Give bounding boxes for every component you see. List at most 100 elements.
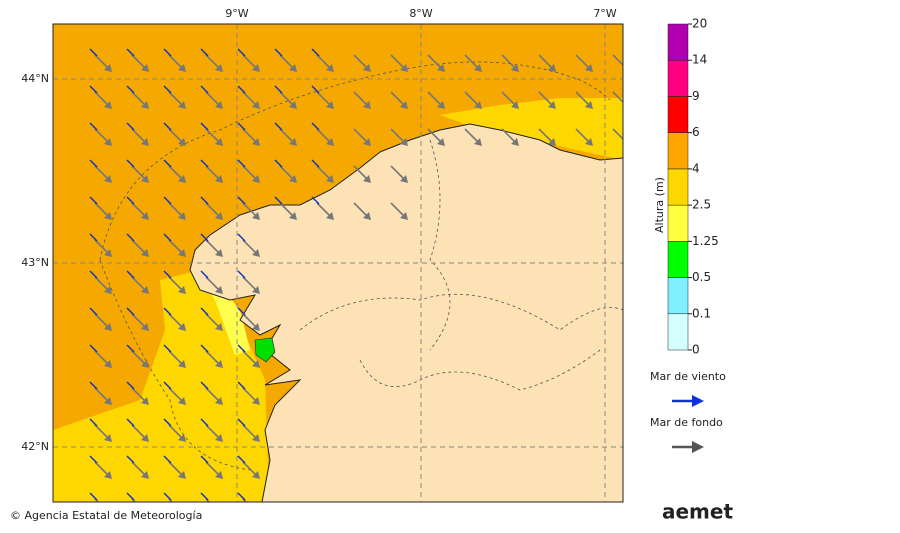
wind-arrow: [126, 270, 135, 279]
swell-arrow: [242, 165, 258, 181]
yellow-band: [440, 98, 623, 160]
wind-arrow: [163, 48, 172, 57]
swell-arrow: [427, 54, 443, 70]
swell-arrow: [94, 350, 110, 366]
legend-arrow-head: [692, 441, 704, 453]
swell-arrow-head: [363, 212, 371, 220]
wind-arrow: [163, 492, 172, 501]
wind-arrow: [237, 196, 246, 205]
swell-arrow-head: [437, 64, 445, 72]
swell-arrow-head: [104, 397, 112, 405]
wind-arrow: [126, 381, 135, 390]
colorbar-tick-label: 0.1: [692, 306, 711, 320]
swell-arrow: [575, 54, 591, 70]
wind-arrow: [200, 159, 209, 168]
swell-arrow: [131, 424, 147, 440]
swell-arrow: [94, 91, 110, 107]
swell-arrow: [131, 498, 137, 502]
swell-arrow: [538, 128, 554, 144]
swell-arrow-head: [178, 249, 186, 257]
swell-arrow: [390, 54, 406, 70]
swell-arrow: [168, 276, 184, 292]
swell-arrow-head: [178, 434, 186, 442]
swell-arrow-head: [141, 212, 149, 220]
swell-arrow-head: [474, 138, 482, 146]
swell-arrow: [501, 54, 517, 70]
swell-arrow: [131, 165, 147, 181]
swell-arrow-head: [178, 323, 186, 331]
swell-arrow: [242, 239, 258, 255]
swell-arrow: [205, 91, 221, 107]
wind-arrow: [163, 381, 172, 390]
swell-arrow: [279, 202, 295, 218]
wind-arrow: [126, 418, 135, 427]
swell-arrow-head: [104, 249, 112, 257]
swell-arrow-head: [215, 286, 223, 294]
swell-arrow-head: [363, 175, 371, 183]
wind-arrow: [89, 492, 98, 501]
swell-arrow-head: [215, 249, 223, 257]
map-frame: [52, 23, 624, 503]
swell-arrow: [242, 54, 258, 70]
wind-arrow: [126, 492, 135, 501]
swell-arrow: [279, 91, 295, 107]
swell-arrow-head: [215, 508, 223, 516]
wind-arrow: [274, 196, 283, 205]
swell-arrow: [131, 387, 147, 403]
swell-arrow: [205, 461, 221, 477]
swell-arrow: [390, 91, 406, 107]
swell-arrow: [242, 424, 258, 440]
swell-arrow: [427, 91, 443, 107]
swell-arrow-head: [104, 471, 112, 479]
swell-arrow-head: [511, 138, 519, 146]
swell-arrow: [390, 165, 406, 181]
swell-arrow-head: [141, 249, 149, 257]
swell-arrow: [205, 165, 221, 181]
wind-arrow: [237, 233, 246, 242]
maritime-zone: [99, 61, 611, 261]
swell-arrow: [242, 498, 248, 502]
swell-arrow: [279, 128, 295, 144]
wave-arrows: [89, 48, 623, 516]
swell-arrow-head: [437, 101, 445, 109]
wind-arrow: [274, 85, 283, 94]
swell-arrow-head: [437, 138, 445, 146]
wind-arrow: [163, 270, 172, 279]
swell-arrow: [575, 128, 591, 144]
wind-arrow: [200, 122, 209, 131]
swell-arrow: [612, 54, 623, 67]
land: [189, 123, 623, 502]
wind-arrow: [200, 270, 209, 279]
wind-arrow: [89, 233, 98, 242]
wind-arrow: [126, 48, 135, 57]
swell-arrow: [94, 461, 110, 477]
swell-arrow: [131, 128, 147, 144]
swell-arrow: [168, 387, 184, 403]
map: [53, 24, 623, 516]
legend-arrow-head: [692, 395, 704, 407]
swell-arrow: [353, 128, 369, 144]
wind-arrow: [311, 196, 320, 205]
wind-arrow: [163, 122, 172, 131]
wind-arrow: [237, 344, 246, 353]
swell-arrow: [131, 276, 147, 292]
swell-arrow: [168, 202, 184, 218]
swell-arrow-head: [585, 101, 593, 109]
swell-arrow: [316, 54, 332, 70]
swell-arrow: [501, 91, 517, 107]
swell-arrow: [168, 461, 184, 477]
swell-arrow-head: [400, 212, 408, 220]
swell-arrow-head: [252, 175, 260, 183]
swell-arrow: [242, 91, 258, 107]
wind-arrow: [89, 270, 98, 279]
swell-arrow: [501, 128, 517, 144]
wind-arrow: [89, 455, 98, 464]
colorbar-tick-label: 14: [692, 53, 707, 67]
swell-arrow-head: [104, 434, 112, 442]
wind-arrow: [89, 344, 98, 353]
colorbar-tick-label: 0: [692, 343, 700, 357]
swell-arrow-head: [511, 64, 519, 72]
colorbar-tick-label: 6: [692, 125, 700, 139]
wind-arrow: [311, 122, 320, 131]
